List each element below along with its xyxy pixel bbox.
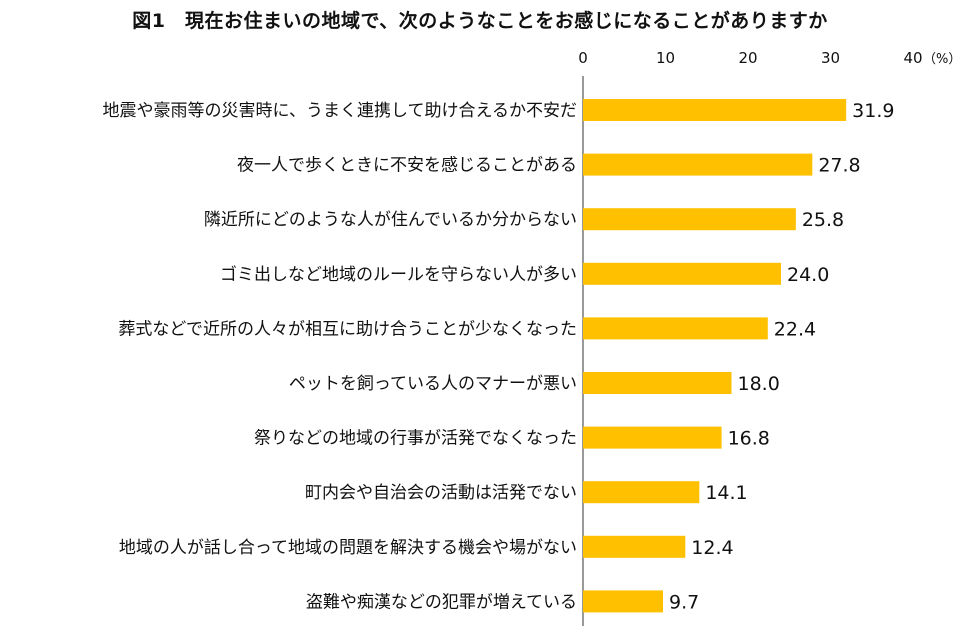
value-label-8: 14.1 [705, 482, 747, 504]
value-label-1: 31.9 [852, 100, 894, 122]
bar-2 [583, 153, 813, 176]
category-label-4: ゴミ出しなど地域のルールを守らない人が多い [220, 264, 577, 285]
bar-1 [583, 99, 847, 121]
category-label-1: 地震や豪雨等の災害時に、うまく連携して助け合えるか不安だ [103, 100, 577, 121]
x-tick-label-40: 40 [903, 49, 922, 67]
x-tick-label-10: 10 [656, 49, 675, 67]
category-label-7: 祭りなどの地域の行事が活発でなくなった [254, 429, 577, 449]
category-label-8: 町内会や自治会の活動は活発でない [305, 483, 577, 503]
bar-3 [583, 208, 796, 231]
category-label-3: 隣近所にどのような人が住んでいるか分からない [204, 210, 577, 230]
value-label-3: 25.8 [802, 209, 844, 231]
bar-6 [583, 372, 732, 394]
value-label-4: 24.0 [787, 264, 829, 286]
value-label-6: 18.0 [738, 373, 780, 395]
category-label-5: 葬式などで近所の人々が相互に助け合うことが少なくなった [118, 319, 577, 339]
value-label-2: 27.8 [818, 155, 860, 177]
bars-layer [583, 99, 847, 613]
value-label-10: 9.7 [669, 591, 699, 613]
value-label-9: 12.4 [691, 537, 733, 559]
category-label-10: 盗難や痴漢などの犯罪が増えている [306, 592, 577, 612]
bar-8 [583, 481, 700, 504]
axis-unit-label: （%） [923, 52, 960, 67]
bar-5 [583, 317, 768, 340]
category-label-6: ペットを飼っている人のマナーが悪い [289, 374, 577, 394]
x-tick-label-30: 30 [821, 49, 840, 67]
bar-7 [583, 426, 722, 449]
value-label-7: 16.8 [728, 428, 770, 450]
axis-layer: 0 10 20 30 40 （%） [578, 49, 960, 626]
category-label-9: 地域の人が話し合って地域の問題を解決する機会や場がない [119, 538, 577, 558]
bar-10 [583, 590, 664, 613]
x-tick-label-20: 20 [738, 49, 757, 67]
bar-4 [583, 262, 781, 285]
bar-9 [583, 535, 686, 558]
chart-title: 図1 現在お住まいの地域で、次のようなことをお感じになることがありますか [132, 10, 828, 32]
x-tick-label-0: 0 [578, 49, 588, 67]
category-label-2: 夜一人で歩くときに不安を感じることがある [237, 156, 577, 176]
labels-layer: 地震や豪雨等の災害時に、うまく連携して助け合えるか不安だ 31.9 夜一人で歩くとき… [103, 100, 895, 613]
value-label-5: 22.4 [774, 318, 816, 340]
